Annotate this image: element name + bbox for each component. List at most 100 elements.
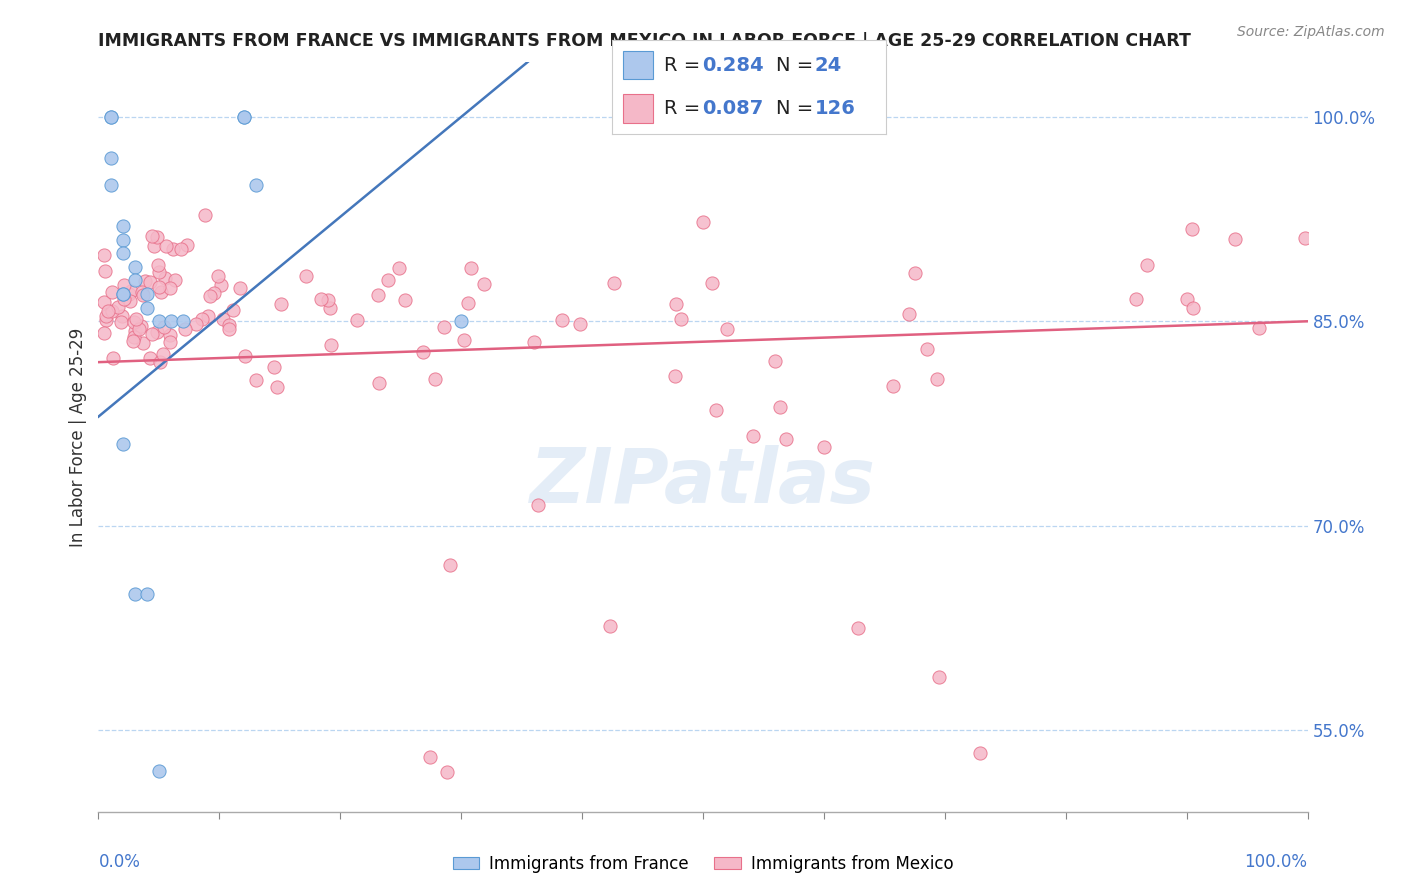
Point bbox=[110, 315, 132, 329]
Point bbox=[309, 292, 332, 306]
Point bbox=[775, 432, 797, 446]
Point bbox=[1181, 222, 1204, 236]
Point bbox=[93, 326, 115, 340]
Point bbox=[122, 329, 145, 343]
Point bbox=[111, 246, 134, 260]
Point bbox=[165, 273, 187, 287]
Point bbox=[93, 295, 115, 310]
Point bbox=[124, 260, 146, 274]
Point bbox=[915, 342, 938, 356]
Point bbox=[101, 303, 124, 318]
Point bbox=[191, 312, 214, 326]
Point bbox=[159, 328, 181, 343]
Point bbox=[139, 275, 162, 289]
Point bbox=[665, 297, 688, 311]
Point bbox=[523, 334, 546, 349]
Point bbox=[1223, 232, 1246, 246]
Point bbox=[120, 284, 142, 298]
Point bbox=[394, 293, 416, 308]
Point bbox=[368, 376, 391, 390]
Text: 126: 126 bbox=[814, 99, 855, 118]
Point bbox=[346, 313, 368, 327]
Point bbox=[1249, 321, 1271, 335]
Point bbox=[169, 243, 191, 257]
Point bbox=[118, 287, 141, 301]
Point bbox=[702, 276, 724, 290]
Point bbox=[194, 208, 217, 222]
Point bbox=[245, 373, 267, 387]
Point bbox=[266, 380, 288, 394]
Point bbox=[145, 230, 167, 244]
Point bbox=[197, 309, 219, 323]
Point bbox=[100, 110, 122, 124]
Point bbox=[207, 268, 229, 283]
Point bbox=[692, 215, 714, 229]
Point bbox=[882, 379, 904, 393]
Point bbox=[160, 314, 183, 328]
Point bbox=[568, 318, 591, 332]
Point bbox=[664, 368, 686, 383]
Point bbox=[412, 344, 434, 359]
Point bbox=[94, 264, 117, 278]
Point bbox=[134, 274, 156, 288]
Point bbox=[122, 334, 145, 349]
Point bbox=[111, 309, 134, 323]
Point bbox=[1182, 301, 1205, 316]
Point bbox=[162, 242, 184, 256]
Point bbox=[388, 261, 411, 276]
Point bbox=[152, 320, 174, 334]
Text: ZIPatlas: ZIPatlas bbox=[530, 445, 876, 519]
Point bbox=[1136, 258, 1159, 272]
Point bbox=[232, 110, 254, 124]
Point bbox=[366, 288, 388, 302]
Point bbox=[141, 229, 163, 244]
Point bbox=[927, 670, 949, 684]
Point bbox=[176, 238, 198, 252]
Point bbox=[148, 314, 170, 328]
Point bbox=[551, 313, 574, 327]
Text: 0.0%: 0.0% bbox=[98, 853, 141, 871]
Point bbox=[135, 587, 157, 601]
Point bbox=[198, 289, 221, 303]
Point bbox=[141, 327, 163, 342]
FancyBboxPatch shape bbox=[623, 95, 652, 122]
Point bbox=[124, 273, 146, 287]
Point bbox=[100, 151, 122, 165]
Point bbox=[927, 372, 949, 386]
Point bbox=[122, 316, 145, 330]
Point bbox=[148, 764, 170, 778]
Point bbox=[319, 338, 342, 352]
Point bbox=[135, 287, 157, 301]
Point bbox=[135, 301, 157, 315]
Point bbox=[270, 297, 292, 311]
Point bbox=[232, 110, 254, 124]
Point bbox=[101, 285, 124, 300]
Point bbox=[184, 317, 207, 331]
Point bbox=[132, 336, 155, 351]
Text: R =: R = bbox=[664, 56, 706, 75]
Point bbox=[152, 346, 174, 360]
Point bbox=[148, 265, 170, 279]
Point bbox=[419, 749, 441, 764]
Point bbox=[131, 285, 153, 299]
Point bbox=[1125, 292, 1147, 306]
Point bbox=[124, 587, 146, 601]
Point bbox=[101, 351, 124, 366]
Y-axis label: In Labor Force | Age 25-29: In Labor Force | Age 25-29 bbox=[69, 327, 87, 547]
Point bbox=[436, 764, 458, 779]
Point bbox=[97, 303, 120, 318]
Point bbox=[439, 558, 461, 573]
Point bbox=[377, 273, 399, 287]
Point bbox=[769, 400, 792, 414]
FancyBboxPatch shape bbox=[623, 52, 652, 79]
Point bbox=[155, 239, 177, 253]
Point bbox=[453, 333, 475, 347]
Point bbox=[174, 322, 197, 336]
Point bbox=[146, 258, 169, 272]
Point bbox=[218, 318, 240, 333]
Point bbox=[599, 618, 621, 632]
Point bbox=[202, 285, 225, 300]
Point bbox=[111, 287, 134, 301]
Text: Source: ZipAtlas.com: Source: ZipAtlas.com bbox=[1237, 25, 1385, 39]
Point bbox=[100, 178, 122, 192]
